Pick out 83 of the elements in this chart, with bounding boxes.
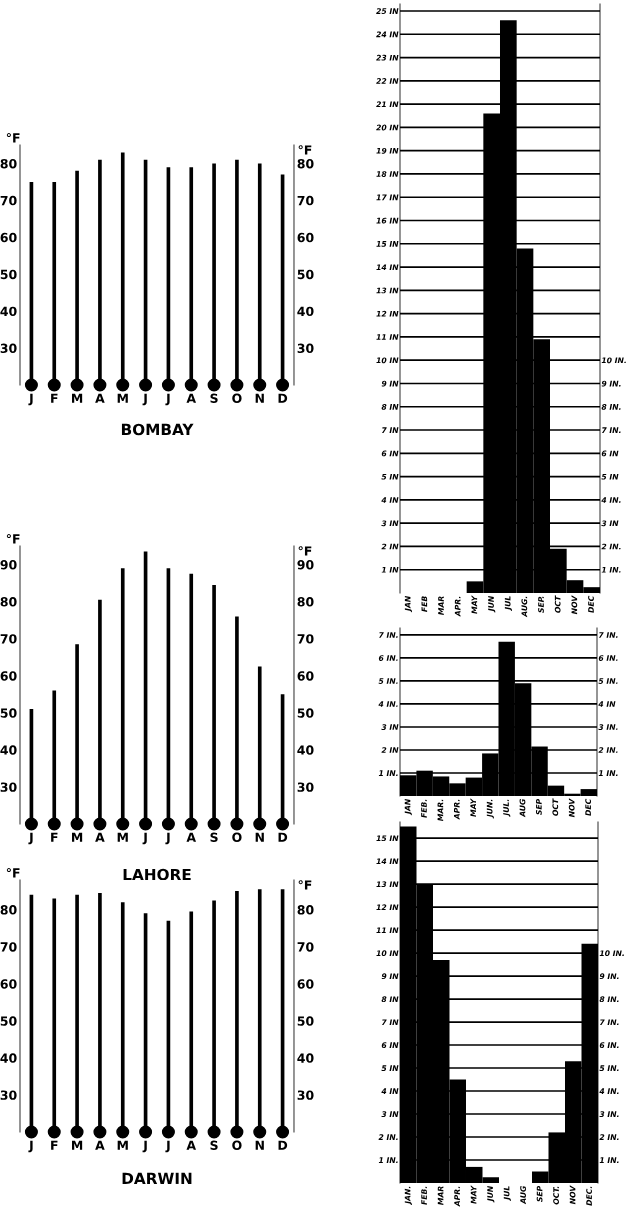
x-tick-label: J [165, 832, 170, 845]
y-tick-label: 70 [0, 195, 17, 206]
y-tick-label: 50 [0, 1016, 17, 1026]
y-tick-label: 50 [0, 269, 17, 280]
x-tick-label: A [186, 393, 197, 403]
y2-tick-label: 60 [297, 232, 314, 243]
x-tick-label: O [232, 832, 242, 843]
y2-tick-label: 30 [297, 343, 314, 353]
y2-tick-label: 60 [297, 671, 314, 681]
y-tick-label: 90 [0, 560, 17, 570]
x-tick-label: D [278, 393, 288, 403]
x-tick-label: A [95, 393, 105, 403]
y2-tick-label: 40 [297, 306, 314, 317]
x-tick-label: O [232, 1140, 242, 1151]
y-tick-label: 40 [0, 745, 17, 755]
x-tick-label: S [210, 832, 218, 843]
x-tick-label: O [232, 393, 242, 404]
y-tick-label: 50 [0, 708, 17, 718]
y2-tick-label: 50 [297, 708, 314, 718]
x-tick-label: M [72, 832, 83, 842]
x-tick-label: J [142, 832, 147, 845]
x-tick-label: F [51, 1140, 58, 1150]
text: BOMBAY [121, 423, 194, 436]
y2-tick-label: 40 [297, 1053, 314, 1063]
x-tick-label: J [142, 393, 147, 406]
x-tick-label: M [117, 1140, 128, 1150]
text: DARWIN [122, 1172, 192, 1184]
y-tick-label: 80 [0, 905, 17, 915]
x-tick-label: J [28, 832, 33, 845]
x-tick-label: M [117, 393, 128, 403]
y2-tick-label: 70 [297, 195, 314, 206]
x-tick-label: J [165, 393, 170, 406]
x-tick-label: A [186, 832, 197, 842]
y-tick-label: 30 [0, 782, 17, 792]
y2-tick-label: 90 [297, 560, 314, 570]
y-tick-label: 60 [0, 671, 17, 681]
y2-tick-label: 30 [297, 1090, 314, 1100]
x-tick-label: N [255, 1140, 264, 1150]
y-axis-title: °F [6, 133, 20, 143]
y-tick-label: 30 [0, 1090, 17, 1100]
y-tick-label: 40 [0, 1053, 17, 1063]
y-tick-label: 80 [0, 158, 17, 169]
y-tick-label: 70 [0, 942, 17, 952]
y2-tick-label: 70 [297, 942, 314, 952]
x-tick-label: D [278, 832, 288, 842]
x-tick-label: F [51, 393, 58, 403]
x-tick-label: N [255, 832, 264, 842]
y2-tick-label: 80 [297, 158, 314, 169]
y-tick-label: 60 [0, 232, 17, 243]
x-tick-label: J [165, 1140, 170, 1153]
x-tick-label: M [72, 1140, 83, 1150]
y2-tick-label: 70 [297, 634, 314, 644]
x-tick-label: M [117, 832, 128, 842]
y-axis-title: °F [6, 868, 20, 878]
y-tick-label: 40 [0, 306, 17, 317]
y2-tick-label: 60 [297, 979, 314, 989]
x-tick-label: F [51, 832, 58, 842]
y2-tick-label: 80 [297, 905, 314, 915]
y-tick-label: 60 [0, 979, 17, 989]
y-tick-label: 70 [0, 634, 17, 644]
y-tick-label: 80 [0, 597, 17, 607]
x-tick-label: M [72, 393, 83, 403]
y2-tick-label: 30 [297, 782, 314, 792]
x-tick-label: N [255, 393, 264, 403]
y2-axis-title: °F [298, 546, 312, 556]
y-tick-label: 30 [0, 343, 17, 353]
text: LAHORE [123, 868, 191, 881]
x-tick-label: J [28, 393, 33, 406]
y2-axis-title: °F [298, 145, 312, 155]
x-tick-label: J [28, 1140, 33, 1153]
y2-tick-label: 50 [297, 269, 314, 280]
x-tick-label: A [186, 1140, 197, 1150]
x-tick-label: S [210, 1140, 218, 1151]
x-tick-label: S [210, 393, 218, 404]
x-tick-label: A [95, 1140, 105, 1150]
y2-tick-label: 80 [297, 597, 314, 607]
x-tick-label: J [142, 1140, 147, 1153]
x-tick-label: A [95, 832, 105, 842]
y-axis-title: °F [6, 534, 20, 544]
y2-tick-label: 40 [297, 745, 314, 755]
y2-tick-label: 50 [297, 1016, 314, 1026]
y2-axis-title: °F [298, 880, 312, 890]
x-tick-label: D [278, 1140, 288, 1150]
